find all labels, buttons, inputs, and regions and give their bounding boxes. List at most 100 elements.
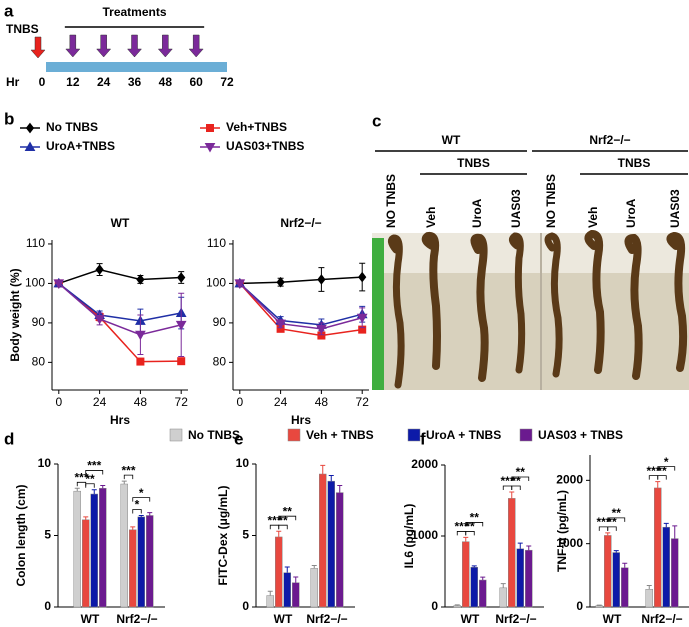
marker bbox=[275, 319, 286, 330]
significance-label: ** bbox=[607, 515, 617, 529]
column-label: UroA bbox=[470, 198, 484, 228]
ruler bbox=[372, 238, 384, 390]
significance-bracket bbox=[85, 470, 104, 475]
x-tick-label: 12 bbox=[66, 75, 80, 89]
y-tick-label: 10 bbox=[236, 456, 250, 470]
error-bar bbox=[284, 566, 290, 573]
error-bar bbox=[613, 550, 619, 553]
y-tick-label: 90 bbox=[213, 315, 227, 329]
error-bar bbox=[276, 530, 282, 537]
significance-bracket bbox=[465, 531, 475, 536]
column-label: Veh bbox=[586, 207, 600, 228]
marker bbox=[356, 313, 368, 324]
legend-label: UroA + TNBS bbox=[426, 428, 501, 442]
marker bbox=[177, 357, 186, 366]
x-tick-label: WT bbox=[461, 612, 480, 626]
marker bbox=[204, 143, 216, 153]
error-bar bbox=[91, 489, 97, 495]
treatment-label: TNBS bbox=[618, 156, 651, 170]
bar bbox=[470, 566, 478, 608]
error-bar bbox=[480, 576, 486, 581]
bar bbox=[327, 480, 335, 608]
series-line bbox=[58, 282, 182, 363]
marker bbox=[53, 279, 65, 289]
arrow bbox=[157, 34, 173, 58]
significance-bracket bbox=[132, 497, 151, 502]
bar bbox=[671, 538, 679, 608]
group-label: Nrf2−/− bbox=[589, 133, 630, 147]
significance-label: ** bbox=[278, 513, 288, 527]
x-tick-label: 0 bbox=[55, 395, 62, 409]
significance-bracket bbox=[278, 515, 297, 521]
y-tick-label: 80 bbox=[213, 355, 227, 369]
significance-bracket bbox=[278, 524, 288, 530]
error-bar bbox=[509, 491, 515, 499]
error-bar bbox=[622, 562, 628, 568]
marker bbox=[94, 314, 105, 325]
significance-bracket bbox=[132, 509, 142, 514]
significance-bracket bbox=[607, 517, 626, 522]
legend-label: No TNBS bbox=[46, 120, 98, 134]
significance-label: ** bbox=[657, 464, 667, 478]
x-tick-label: 24 bbox=[97, 75, 111, 89]
y-axis-label: Colon length (cm) bbox=[14, 485, 28, 587]
arrow bbox=[188, 34, 204, 58]
significance-label: * bbox=[664, 455, 669, 469]
colon bbox=[584, 229, 605, 374]
y-tick-label: 110 bbox=[207, 236, 226, 250]
marker bbox=[25, 122, 35, 134]
y-tick-label: 90 bbox=[32, 315, 46, 329]
legend-label: UAS03 + TNBS bbox=[538, 428, 623, 442]
significance-bracket bbox=[511, 485, 521, 490]
error-bar bbox=[463, 536, 469, 542]
arrow bbox=[126, 34, 143, 58]
start-label: TNBS bbox=[6, 22, 39, 36]
significance-label: *** bbox=[596, 515, 610, 529]
significance-label: *** bbox=[121, 463, 135, 477]
x-axis-label: Hr bbox=[6, 75, 20, 89]
x-tick-label: Nrf2−/− bbox=[306, 612, 347, 626]
significance-label: *** bbox=[74, 470, 88, 484]
series-line bbox=[58, 282, 182, 336]
panel-label: b bbox=[4, 109, 14, 128]
error-bar bbox=[655, 481, 661, 488]
timeline-bar bbox=[46, 62, 227, 72]
panel-label: a bbox=[4, 1, 14, 20]
bar bbox=[604, 535, 612, 608]
x-tick-label: WT bbox=[603, 612, 622, 626]
column-label: UAS03 bbox=[668, 189, 682, 228]
panel-label: e bbox=[234, 429, 243, 448]
bar bbox=[82, 519, 90, 608]
chart-title: WT bbox=[111, 216, 130, 230]
bar bbox=[292, 582, 300, 608]
marker bbox=[135, 330, 146, 341]
colon bbox=[508, 232, 526, 374]
error-bar bbox=[500, 583, 506, 588]
bar bbox=[645, 589, 653, 608]
error-bar bbox=[646, 584, 652, 590]
column-label: NO TNBS bbox=[544, 174, 558, 228]
legend-label: No TNBS bbox=[188, 428, 240, 442]
marker bbox=[206, 124, 214, 132]
bar bbox=[73, 490, 81, 608]
panel-label: d bbox=[4, 429, 14, 448]
y-tick-label: 1000 bbox=[556, 536, 583, 550]
significance-label: ** bbox=[516, 465, 526, 479]
x-tick-label: 24 bbox=[274, 395, 288, 409]
error-bar bbox=[311, 565, 317, 569]
marker bbox=[24, 141, 36, 151]
error-bar bbox=[337, 484, 343, 493]
bar bbox=[120, 483, 128, 608]
error-bar bbox=[328, 474, 334, 482]
y-tick-label: 5 bbox=[44, 528, 51, 542]
bar bbox=[612, 552, 620, 608]
significance-label: ** bbox=[465, 520, 475, 534]
y-tick-label: 2000 bbox=[556, 473, 583, 487]
error-bar bbox=[130, 526, 136, 530]
legend-label: UAS03+TNBS bbox=[226, 139, 304, 153]
x-tick-label: 72 bbox=[356, 395, 370, 409]
marker bbox=[317, 274, 326, 285]
error-bar bbox=[517, 542, 523, 549]
marker bbox=[175, 320, 187, 331]
